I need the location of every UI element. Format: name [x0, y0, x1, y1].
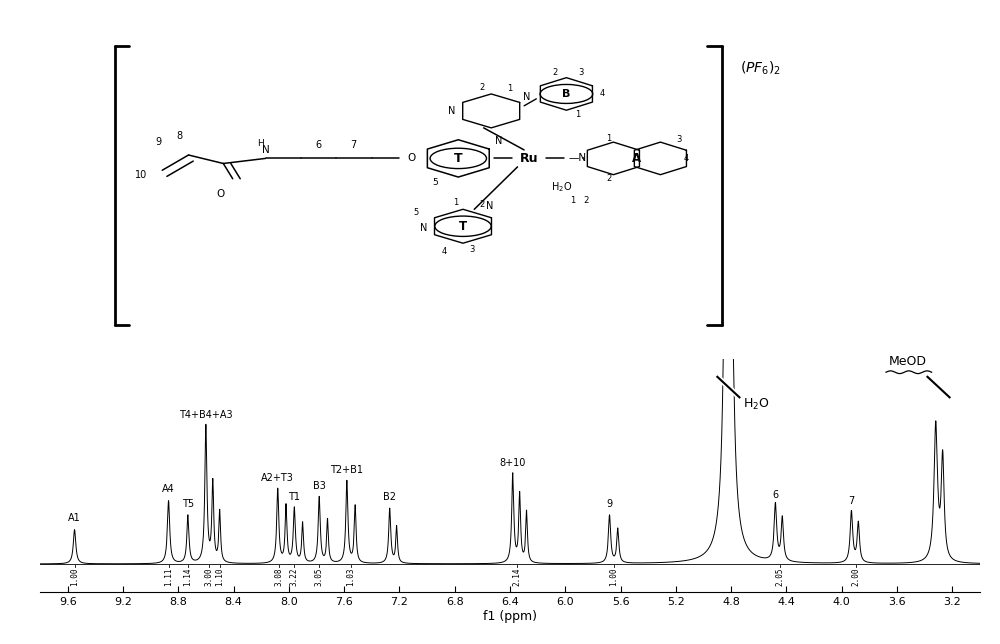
Text: 2.14: 2.14 [512, 568, 521, 587]
Text: 1.10: 1.10 [215, 568, 224, 587]
Text: 3.00: 3.00 [204, 568, 213, 587]
Text: B2: B2 [383, 492, 396, 502]
Text: 6: 6 [315, 140, 321, 150]
Text: 1.03: 1.03 [347, 568, 356, 587]
Text: 1.14: 1.14 [183, 568, 192, 587]
Text: 3: 3 [578, 68, 583, 77]
Text: N: N [523, 92, 531, 102]
Text: 2: 2 [479, 200, 484, 209]
Text: 9: 9 [155, 137, 162, 147]
Text: T1: T1 [288, 492, 300, 502]
Text: 1: 1 [606, 133, 611, 142]
Text: T4+B4+A3: T4+B4+A3 [179, 410, 233, 420]
Text: —N: —N [568, 153, 586, 164]
Text: 1: 1 [507, 84, 513, 93]
Text: 3.22: 3.22 [290, 568, 299, 587]
Text: A: A [632, 152, 641, 165]
Text: N: N [486, 201, 493, 211]
Text: 1: 1 [575, 109, 580, 118]
Text: 3.08: 3.08 [275, 568, 284, 587]
Text: B3: B3 [313, 481, 326, 491]
Text: 1.00: 1.00 [70, 568, 79, 587]
Text: N: N [420, 223, 427, 233]
Text: 4: 4 [599, 90, 605, 99]
Text: 4: 4 [442, 247, 447, 256]
Text: 4: 4 [684, 154, 689, 163]
Text: $\mathrm{H_2O}$: $\mathrm{H_2O}$ [743, 397, 770, 412]
X-axis label: f1 (ppm): f1 (ppm) [483, 610, 537, 623]
Text: 9: 9 [606, 499, 613, 509]
Text: 10: 10 [135, 171, 148, 180]
Text: 2: 2 [552, 68, 558, 77]
Text: MeOD: MeOD [889, 355, 927, 368]
Text: 3: 3 [470, 245, 475, 254]
Text: 7: 7 [350, 140, 356, 150]
Text: $(PF_6)_2$: $(PF_6)_2$ [740, 60, 781, 77]
Text: 2.05: 2.05 [775, 568, 784, 587]
Text: A4: A4 [162, 484, 175, 495]
Text: 1: 1 [453, 198, 458, 207]
Text: 2: 2 [479, 82, 484, 91]
Text: O: O [407, 153, 415, 163]
Text: T5: T5 [182, 499, 194, 509]
Text: 7: 7 [848, 496, 855, 506]
Text: H: H [258, 138, 264, 147]
Text: 5: 5 [413, 208, 419, 217]
Text: B: B [562, 89, 571, 99]
Text: T2+B1: T2+B1 [330, 465, 363, 475]
Text: $\mathrm{H_2O}$: $\mathrm{H_2O}$ [551, 180, 572, 194]
Text: T: T [454, 152, 463, 165]
Text: N: N [495, 137, 502, 146]
Text: 6: 6 [772, 490, 778, 500]
Text: 2.00: 2.00 [851, 568, 860, 587]
Text: 1.11: 1.11 [164, 568, 173, 587]
Text: 8+10: 8+10 [500, 458, 526, 468]
Text: N: N [262, 145, 269, 155]
Text: N: N [448, 106, 455, 116]
Text: 3: 3 [677, 135, 682, 144]
Text: A1: A1 [68, 513, 81, 523]
Text: A2+T3: A2+T3 [261, 473, 294, 483]
Text: 1.00: 1.00 [609, 568, 618, 587]
Text: T: T [459, 220, 467, 232]
Text: 2: 2 [606, 175, 611, 184]
Text: 1   2: 1 2 [571, 196, 590, 205]
Text: O: O [216, 189, 225, 199]
Text: Ru: Ru [520, 152, 538, 165]
Text: 8: 8 [176, 131, 182, 141]
Text: 3.05: 3.05 [315, 568, 324, 587]
Text: 5: 5 [432, 178, 438, 187]
